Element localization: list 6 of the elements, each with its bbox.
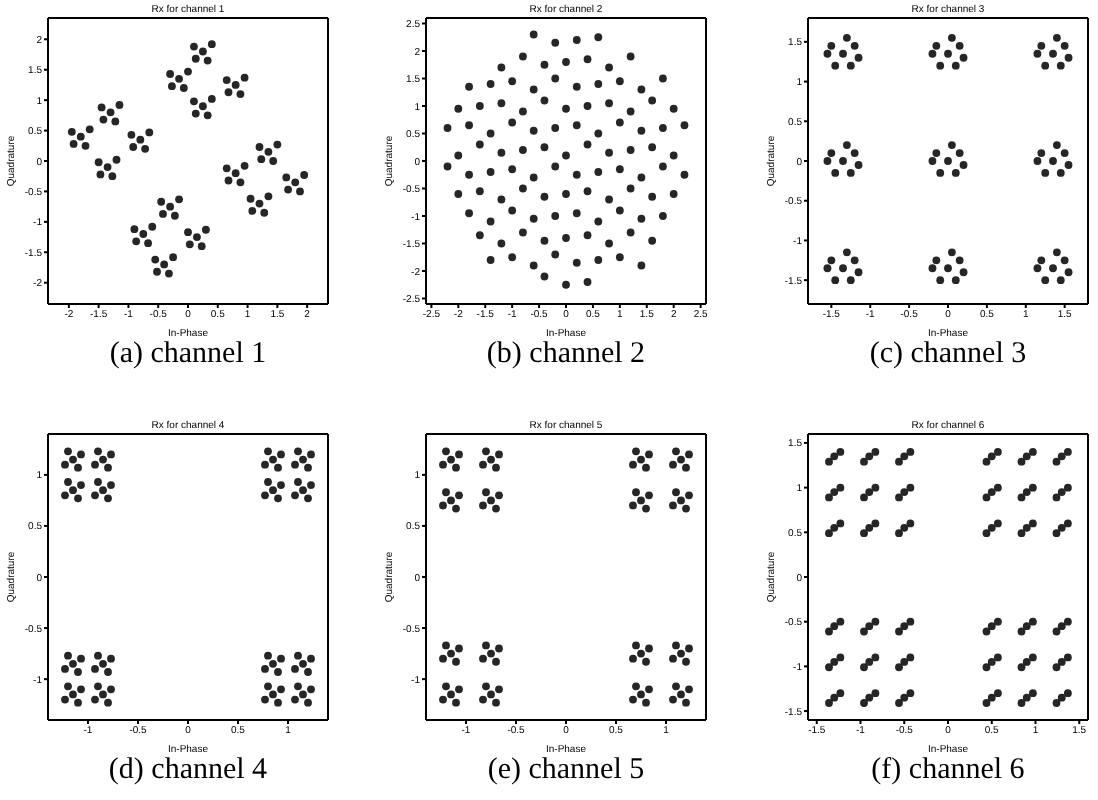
text: (d) channel 4 <box>106 754 270 788</box>
text: (c) channel 3 <box>867 338 1029 372</box>
text: (f) channel 6 <box>869 754 1027 788</box>
text: (a) channel 1 <box>107 338 269 372</box>
text: (b) channel 2 <box>484 338 648 372</box>
text: (e) channel 5 <box>485 754 647 788</box>
